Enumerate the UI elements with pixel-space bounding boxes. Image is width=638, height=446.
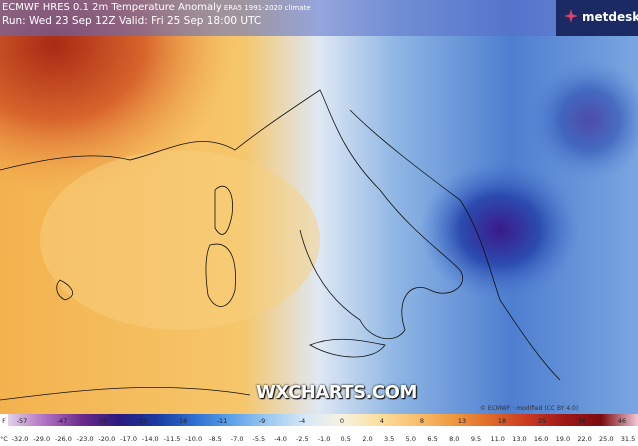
celsius-label: -5.5	[252, 435, 266, 443]
unit-c: °C	[0, 435, 8, 443]
celsius-label: -4.0	[274, 435, 287, 443]
celsius-label: 25.0	[599, 435, 614, 443]
celsius-label: -1.0	[317, 435, 331, 443]
header-band: ECMWF HRES 0.1 2m Temperature Anomaly ERA…	[0, 0, 556, 36]
fahrenheit-label: 13	[457, 417, 467, 425]
fahrenheit-label: 8	[419, 417, 425, 425]
header-title: ECMWF HRES 0.1 2m Temperature Anomaly ERA…	[2, 2, 311, 13]
colorbar: F -57 -47 -32 -22 -16 -11 -9 -4 0 4 8 13 18 25 36 46 °C -3…	[0, 414, 638, 446]
logo: metdesk	[556, 0, 638, 36]
celsius-label: 6.5	[427, 435, 438, 443]
logo-icon	[564, 9, 578, 23]
celsius-label: -10.0	[185, 435, 203, 443]
fahrenheit-label: 36	[577, 417, 587, 425]
celsius-label: -14.0	[141, 435, 159, 443]
coastlines	[0, 89, 561, 401]
run-info: Run: Wed 23 Sep 12Z Valid: Fri 25 Sep 18…	[2, 15, 262, 27]
fahrenheit-label: 4	[379, 417, 385, 425]
fahrenheit-label: 18	[497, 417, 507, 425]
celsius-label: 22.0	[577, 435, 592, 443]
fahrenheit-label: 25	[537, 417, 547, 425]
celsius-label: 9.5	[470, 435, 482, 443]
celsius-label: 13.0	[512, 435, 527, 443]
celsius-label: -20.0	[98, 435, 116, 443]
celsius-label: 0.5	[340, 435, 351, 443]
fahrenheit-label: -32	[96, 417, 108, 425]
colorbar-strip	[8, 414, 638, 426]
celsius-label: 16.0	[533, 435, 549, 443]
celsius-label: 31.5	[620, 435, 636, 443]
celsius-label: -23.0	[76, 435, 94, 443]
celsius-label: 19.0	[555, 435, 571, 443]
cold-anomaly	[420, 160, 580, 300]
celsius-label: -29.0	[33, 435, 51, 443]
celsius-label: -8.5	[209, 435, 222, 443]
celsius-label: -11.5	[163, 435, 181, 443]
logo-text: metdesk	[582, 10, 638, 24]
celsius-label: -2.5	[295, 435, 309, 443]
watermark: WXCHARTS.COM	[256, 382, 417, 403]
fahrenheit-label: -16	[176, 417, 188, 425]
celsius-label: 2.0	[362, 435, 373, 443]
celsius-label: 3.5	[383, 435, 395, 443]
credit: © ECMWF · modified (CC BY 4.0)	[480, 405, 579, 412]
title: ECMWF HRES 0.1 2m Temperature Anomaly	[2, 2, 222, 13]
fahrenheit-label: -9	[258, 417, 266, 425]
celsius-label: -7.0	[230, 435, 244, 443]
fahrenheit-label: 46	[617, 417, 627, 425]
celsius-label: 8.0	[449, 435, 460, 443]
fahrenheit-label: -22	[136, 417, 148, 425]
fahrenheit-label: -57	[16, 417, 28, 425]
fahrenheit-label: -4	[298, 417, 306, 425]
cold-anomaly	[530, 60, 638, 180]
unit-f: F	[2, 417, 6, 425]
celsius-label: -17.0	[120, 435, 137, 443]
fahrenheit-label: 0	[339, 417, 345, 425]
sea-warm	[40, 150, 320, 330]
celsius-label: -26.0	[55, 435, 72, 443]
fahrenheit-label: -11	[216, 417, 228, 425]
celsius-label: 11.0	[490, 435, 505, 443]
temperature-map	[0, 0, 638, 414]
climate-note: ERA5 1991-2020 climate	[223, 4, 311, 12]
fahrenheit-label: -47	[56, 417, 68, 425]
celsius-label: -32.0	[11, 435, 29, 443]
celsius-label: 5.0	[405, 435, 417, 443]
